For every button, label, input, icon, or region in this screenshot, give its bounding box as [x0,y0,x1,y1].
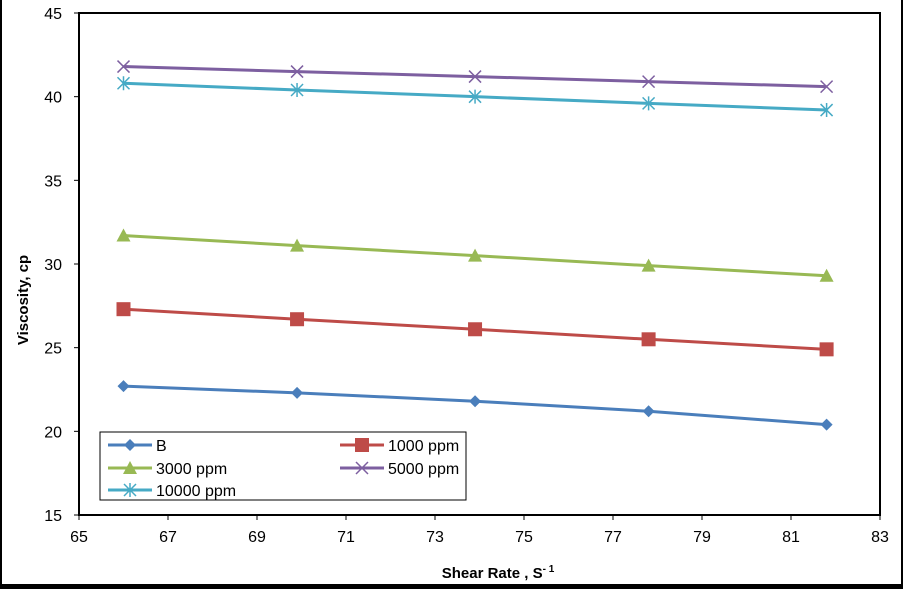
legend-entry: 3000 ppm [108,461,227,478]
x-tick-label: 71 [337,529,355,546]
x-tick-label: 67 [159,529,177,546]
x-axis-title-text: Shear Rate , S [442,565,543,582]
legend-box [99,431,467,501]
data-point-marker [641,332,656,347]
data-point-marker [116,228,131,242]
legend-label: 3000 ppm [156,461,227,478]
series-10000-ppm [116,76,834,118]
x-tick-label: 75 [515,529,533,546]
y-axis-title: Viscosity, cp [15,255,32,345]
data-point-marker [819,268,834,282]
legend-label: 10000 ppm [156,483,236,500]
legend-entry: 1000 ppm [340,438,459,455]
data-point-marker [469,395,482,408]
y-tick-label: 30 [44,257,62,274]
x-tick-label: 73 [426,529,444,546]
data-point-marker [290,238,305,252]
series-5000-ppm [116,60,834,94]
data-point-marker [820,418,833,431]
legend-entry: 10000 ppm [108,483,236,500]
axes: 65 67 69 71 73 75 77 79 81 83 15 20 25 30 35 40 45 [44,6,889,546]
legend-marker [355,438,369,452]
x-tick-label: 81 [782,529,800,546]
x-tick-label: 65 [70,529,88,546]
legend-entry: 5000 ppm [340,461,459,478]
x-tick-label: 83 [871,529,889,546]
data-point-marker [116,302,131,317]
series-b [117,380,833,431]
data-point-marker [290,82,304,97]
legend: B 1000 ppm 3000 ppm 5000 ppm 10000 ppm [99,431,467,501]
y-tick-label: 20 [44,424,62,441]
x-axis-title-superscript: - 1 [543,564,555,575]
x-tick-label: 79 [693,529,711,546]
legend-label: 1000 ppm [388,438,459,455]
series-3000-ppm [116,228,834,282]
data-point-marker [116,60,131,74]
data-point-marker [291,386,304,399]
legend-marker [124,439,136,451]
series-1000-ppm [116,302,834,357]
data-point-marker [468,70,482,84]
y-tick-label: 15 [44,508,62,525]
x-axis-title: Shear Rate , S- 1 [442,564,555,582]
x-tick-label: 77 [604,529,622,546]
data-point-marker [820,80,834,94]
legend-label: B [156,438,167,455]
y-tick-label: 25 [44,341,62,358]
data-point-marker [290,312,305,327]
legend-label: 5000 ppm [388,461,459,478]
data-point-marker [641,258,656,272]
data-point-marker [468,89,482,104]
legend-marker [123,461,137,474]
data-point-marker [642,75,656,89]
x-tick-label: 69 [248,529,266,546]
data-point-marker [290,65,304,79]
data-point-marker [116,76,131,91]
legend-marker [355,461,369,475]
data-point-marker [642,96,656,111]
data-point-marker [468,322,483,337]
data-point-marker [820,103,834,118]
data-point-marker [642,405,655,418]
y-tick-label: 45 [44,6,62,23]
y-tick-label: 35 [44,173,62,190]
legend-marker [123,483,137,497]
data-point-marker [468,248,483,262]
data-point-marker [819,342,834,357]
legend-entry: B [108,438,167,455]
series-layer [116,60,834,431]
y-tick-label: 40 [44,90,62,107]
data-point-marker [117,380,130,393]
